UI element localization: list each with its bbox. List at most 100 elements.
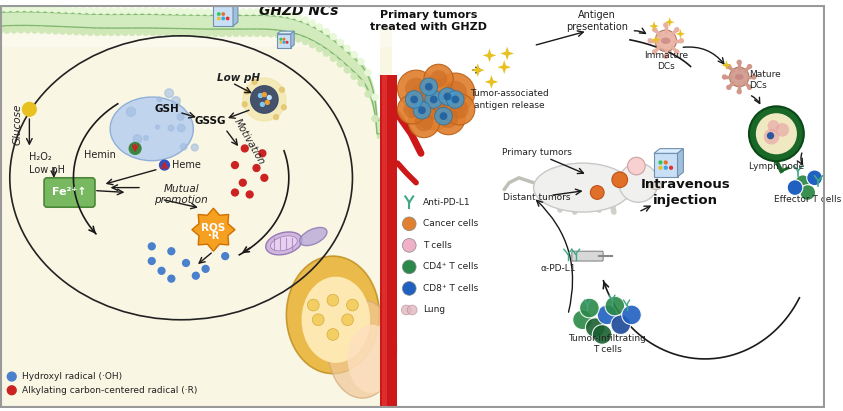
- Circle shape: [148, 243, 155, 250]
- Circle shape: [432, 102, 465, 135]
- Circle shape: [259, 150, 266, 157]
- Circle shape: [398, 95, 427, 124]
- Polygon shape: [291, 31, 294, 48]
- Ellipse shape: [661, 37, 670, 44]
- Circle shape: [241, 145, 248, 152]
- Circle shape: [156, 29, 164, 36]
- Circle shape: [0, 5, 3, 12]
- Circle shape: [621, 305, 642, 325]
- Circle shape: [748, 85, 751, 89]
- Circle shape: [244, 89, 250, 94]
- Circle shape: [327, 294, 339, 306]
- Circle shape: [260, 9, 267, 15]
- Text: ROS: ROS: [201, 223, 226, 233]
- Circle shape: [282, 105, 287, 110]
- Circle shape: [274, 31, 282, 38]
- Circle shape: [66, 28, 72, 35]
- Circle shape: [407, 305, 417, 315]
- Polygon shape: [649, 21, 659, 31]
- Circle shape: [126, 107, 136, 116]
- Text: Lymph node: Lymph node: [749, 162, 804, 171]
- Circle shape: [302, 16, 309, 23]
- Text: Low pH: Low pH: [217, 73, 260, 83]
- Circle shape: [205, 9, 212, 16]
- Circle shape: [776, 123, 789, 137]
- Circle shape: [142, 29, 149, 36]
- Circle shape: [128, 29, 136, 36]
- Circle shape: [24, 5, 31, 12]
- Circle shape: [80, 29, 87, 35]
- Circle shape: [611, 315, 631, 335]
- Circle shape: [619, 163, 658, 202]
- Circle shape: [10, 5, 18, 12]
- Circle shape: [344, 45, 351, 52]
- Circle shape: [659, 166, 662, 169]
- Polygon shape: [651, 35, 661, 45]
- Circle shape: [341, 314, 353, 326]
- Ellipse shape: [299, 227, 327, 246]
- Circle shape: [795, 175, 811, 191]
- Polygon shape: [722, 60, 732, 70]
- Circle shape: [246, 8, 254, 15]
- Text: CD4⁺ T cells: CD4⁺ T cells: [423, 262, 478, 271]
- Circle shape: [52, 27, 59, 34]
- Text: Hydroxyl radical (·OH): Hydroxyl radical (·OH): [22, 372, 121, 381]
- Polygon shape: [213, 2, 238, 7]
- Text: GSH: GSH: [154, 104, 179, 114]
- Polygon shape: [485, 75, 498, 89]
- Ellipse shape: [266, 232, 302, 255]
- Circle shape: [192, 272, 199, 279]
- Circle shape: [274, 9, 282, 16]
- Text: Cancer cells: Cancer cells: [423, 219, 478, 229]
- Text: Distant tumors: Distant tumors: [502, 193, 570, 202]
- Circle shape: [447, 91, 464, 108]
- Circle shape: [586, 318, 605, 337]
- Circle shape: [593, 325, 612, 344]
- Circle shape: [280, 38, 282, 40]
- Circle shape: [159, 160, 169, 170]
- FancyBboxPatch shape: [382, 75, 387, 408]
- Circle shape: [420, 78, 438, 96]
- Circle shape: [590, 186, 604, 199]
- Circle shape: [312, 314, 324, 326]
- Circle shape: [337, 39, 344, 46]
- Circle shape: [246, 191, 253, 198]
- Circle shape: [402, 238, 416, 252]
- Circle shape: [80, 7, 87, 14]
- Circle shape: [443, 92, 451, 100]
- Polygon shape: [500, 46, 514, 60]
- Polygon shape: [497, 60, 511, 74]
- Circle shape: [351, 51, 357, 58]
- Circle shape: [727, 65, 731, 69]
- Circle shape: [411, 96, 418, 104]
- Circle shape: [66, 7, 72, 13]
- Circle shape: [572, 310, 593, 330]
- Circle shape: [191, 8, 198, 15]
- Circle shape: [435, 107, 453, 125]
- Circle shape: [108, 7, 115, 14]
- Polygon shape: [678, 149, 684, 177]
- Polygon shape: [654, 153, 678, 177]
- Ellipse shape: [328, 300, 396, 398]
- Circle shape: [239, 30, 246, 37]
- Circle shape: [155, 125, 159, 129]
- Circle shape: [18, 26, 24, 33]
- Circle shape: [222, 13, 224, 15]
- Circle shape: [295, 35, 302, 42]
- Text: Alkylating carbon-centered radical (·R): Alkylating carbon-centered radical (·R): [22, 386, 197, 395]
- Circle shape: [252, 79, 257, 84]
- Circle shape: [764, 129, 779, 145]
- Circle shape: [580, 298, 599, 318]
- Ellipse shape: [302, 277, 370, 363]
- Polygon shape: [654, 149, 684, 153]
- Text: Mutual
promotion: Mutual promotion: [154, 184, 208, 205]
- Circle shape: [357, 80, 364, 87]
- Circle shape: [316, 24, 323, 30]
- Circle shape: [129, 143, 141, 154]
- Text: Lung: Lung: [423, 305, 445, 314]
- Circle shape: [323, 50, 330, 57]
- Circle shape: [232, 162, 239, 169]
- Circle shape: [597, 305, 617, 325]
- Circle shape: [372, 115, 379, 122]
- Circle shape: [184, 30, 191, 37]
